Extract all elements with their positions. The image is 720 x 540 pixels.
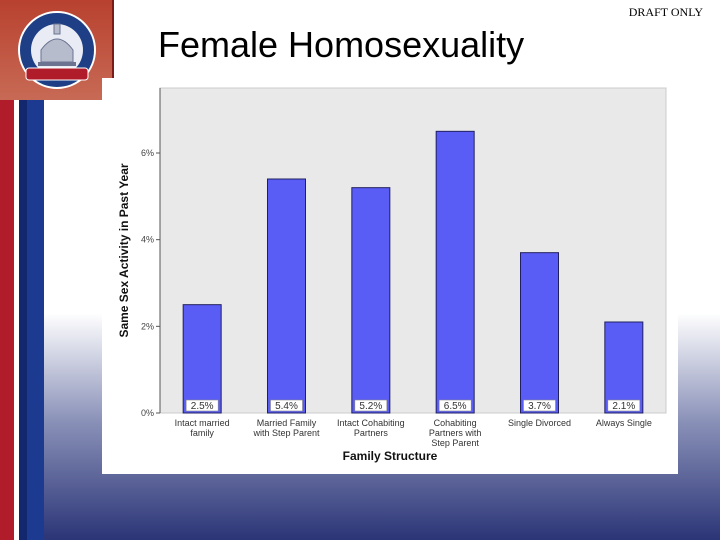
bar [267,178,306,414]
data-label: 2.5% [191,401,214,412]
data-label: 2.1% [612,401,635,412]
x-tick-label: Always Single [596,418,652,428]
x-tick-label: Intact married [175,418,230,428]
y-tick-label: 0% [141,408,154,418]
x-tick-label: Step Parent [431,438,479,448]
bar-chart: 0% 2% 4% 6% 2.5% Intact married family 5.4% Mar… [102,78,678,474]
draft-label: DRAFT ONLY [628,5,703,19]
y-tick-label: 2% [141,321,154,331]
bar [435,130,475,414]
x-tick-label: Intact Cohabiting [337,418,405,428]
data-label-box [523,399,556,412]
data-label-box [270,399,303,412]
data-label-box [607,399,641,412]
frc-seal-logo [18,11,96,89]
x-tick-label: with Step Parent [252,428,320,438]
x-tick-label: Cohabiting [434,418,477,428]
x-tick-label: family [190,428,214,438]
data-label-box [438,399,472,412]
data-label: 6.5% [444,401,467,412]
data-label: 5.2% [359,401,382,412]
x-tick-label: Partners with [429,428,482,438]
x-tick-label: Single Divorced [508,418,571,428]
y-tick-label: 4% [141,235,154,245]
y-tick-label: 6% [141,148,154,158]
logo-banner [0,0,114,100]
flag-stripes [0,100,44,540]
data-label-box [354,399,388,412]
bar [604,321,644,414]
data-label-box [185,399,219,412]
x-tick-label: Partners [354,428,389,438]
bar [182,304,222,414]
plot-area [159,87,667,414]
bar [520,252,559,414]
x-tick-label: Married Family [257,418,317,428]
y-axis-title: Same Sex Activity in Past Year [117,163,131,337]
data-label: 5.4% [275,401,298,412]
slide-title: Female Homosexuality [158,24,525,65]
x-axis-title: Family Structure [343,449,438,463]
data-label: 3.7% [528,401,551,412]
bar [351,187,391,414]
